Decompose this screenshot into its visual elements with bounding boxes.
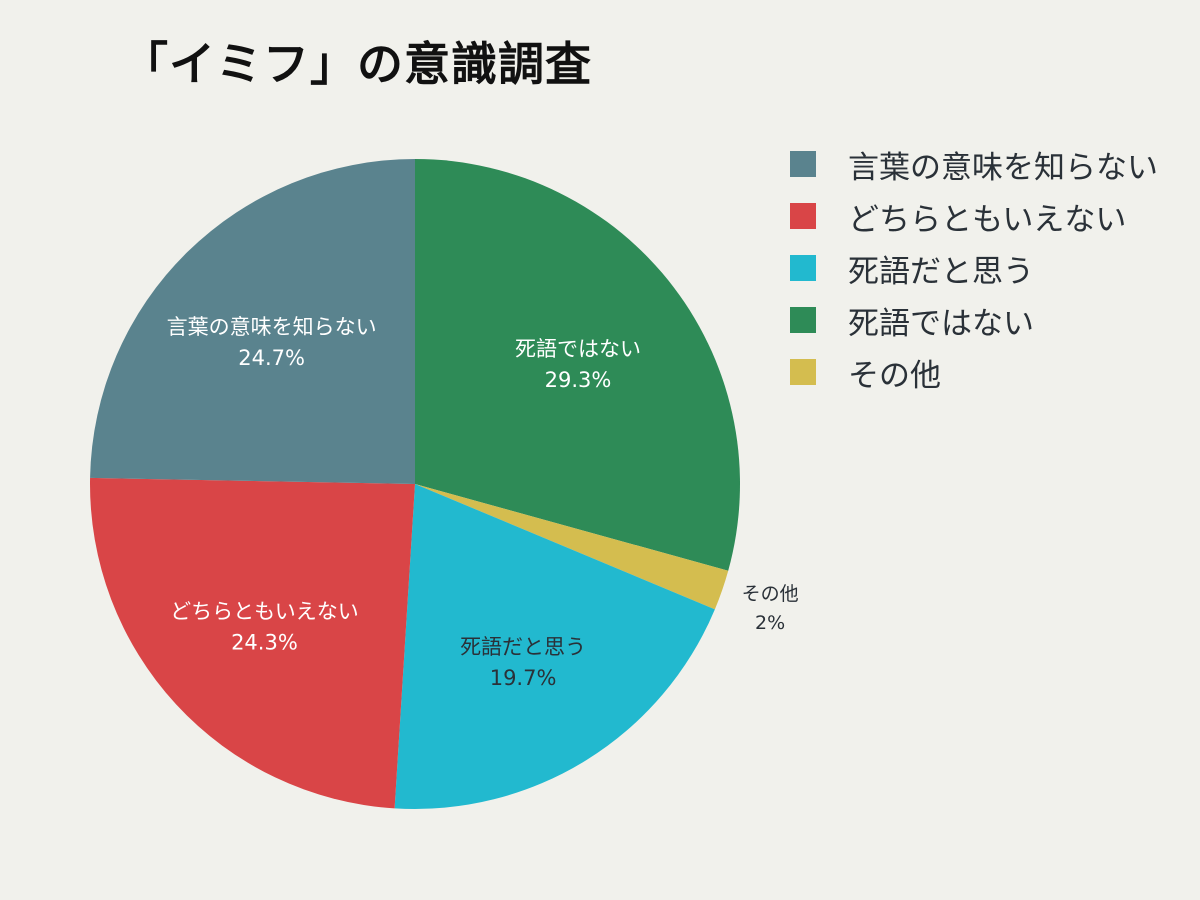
- pie-slice-5: [90, 158, 415, 484]
- legend-label: 死語ではない: [848, 305, 1034, 342]
- legend-label: その他: [848, 357, 941, 394]
- legend-item-2: どちらともいえない: [790, 190, 1158, 242]
- slice-label-5: 言葉の意味を知らない: [167, 315, 377, 339]
- slice-label-3: 死語だと思う: [460, 635, 586, 659]
- slice-label-1: 死語ではない: [515, 337, 641, 361]
- legend-label: 死語だと思う: [848, 253, 1034, 290]
- slice-value-label-3: 19.7%: [490, 666, 557, 690]
- chart-title: 「イミフ」の意識調査: [122, 37, 592, 91]
- legend-item-4: 死語ではない: [790, 294, 1158, 346]
- legend-swatch: [790, 203, 816, 229]
- pie-slice-3: [394, 484, 715, 809]
- legend-item-1: 言葉の意味を知らない: [790, 138, 1158, 190]
- slice-label-4: どちらともいえない: [170, 600, 359, 624]
- legend-swatch: [790, 307, 816, 333]
- legend-swatch: [790, 151, 816, 177]
- legend-item-3: 死語だと思う: [790, 242, 1158, 294]
- slice-value-label-1: 29.3%: [545, 368, 612, 392]
- pie-slice-1: [415, 159, 740, 571]
- legend-label: どちらともいえない: [848, 201, 1127, 238]
- legend-swatch: [790, 359, 816, 385]
- legend-label: 言葉の意味を知らない: [848, 149, 1158, 186]
- legend-swatch: [790, 255, 816, 281]
- pie-slice-4: [89, 477, 415, 809]
- slice-label-2: その他: [742, 583, 799, 605]
- slice-value-label-2: 2%: [755, 612, 785, 634]
- slice-value-label-5: 24.7%: [238, 346, 305, 370]
- slice-value-label-4: 24.3%: [231, 631, 298, 655]
- legend: 言葉の意味を知らない どちらともいえない 死語だと思う 死語ではない その他: [790, 138, 1158, 398]
- pie-slice-2: [415, 484, 729, 610]
- legend-item-5: その他: [790, 346, 1158, 398]
